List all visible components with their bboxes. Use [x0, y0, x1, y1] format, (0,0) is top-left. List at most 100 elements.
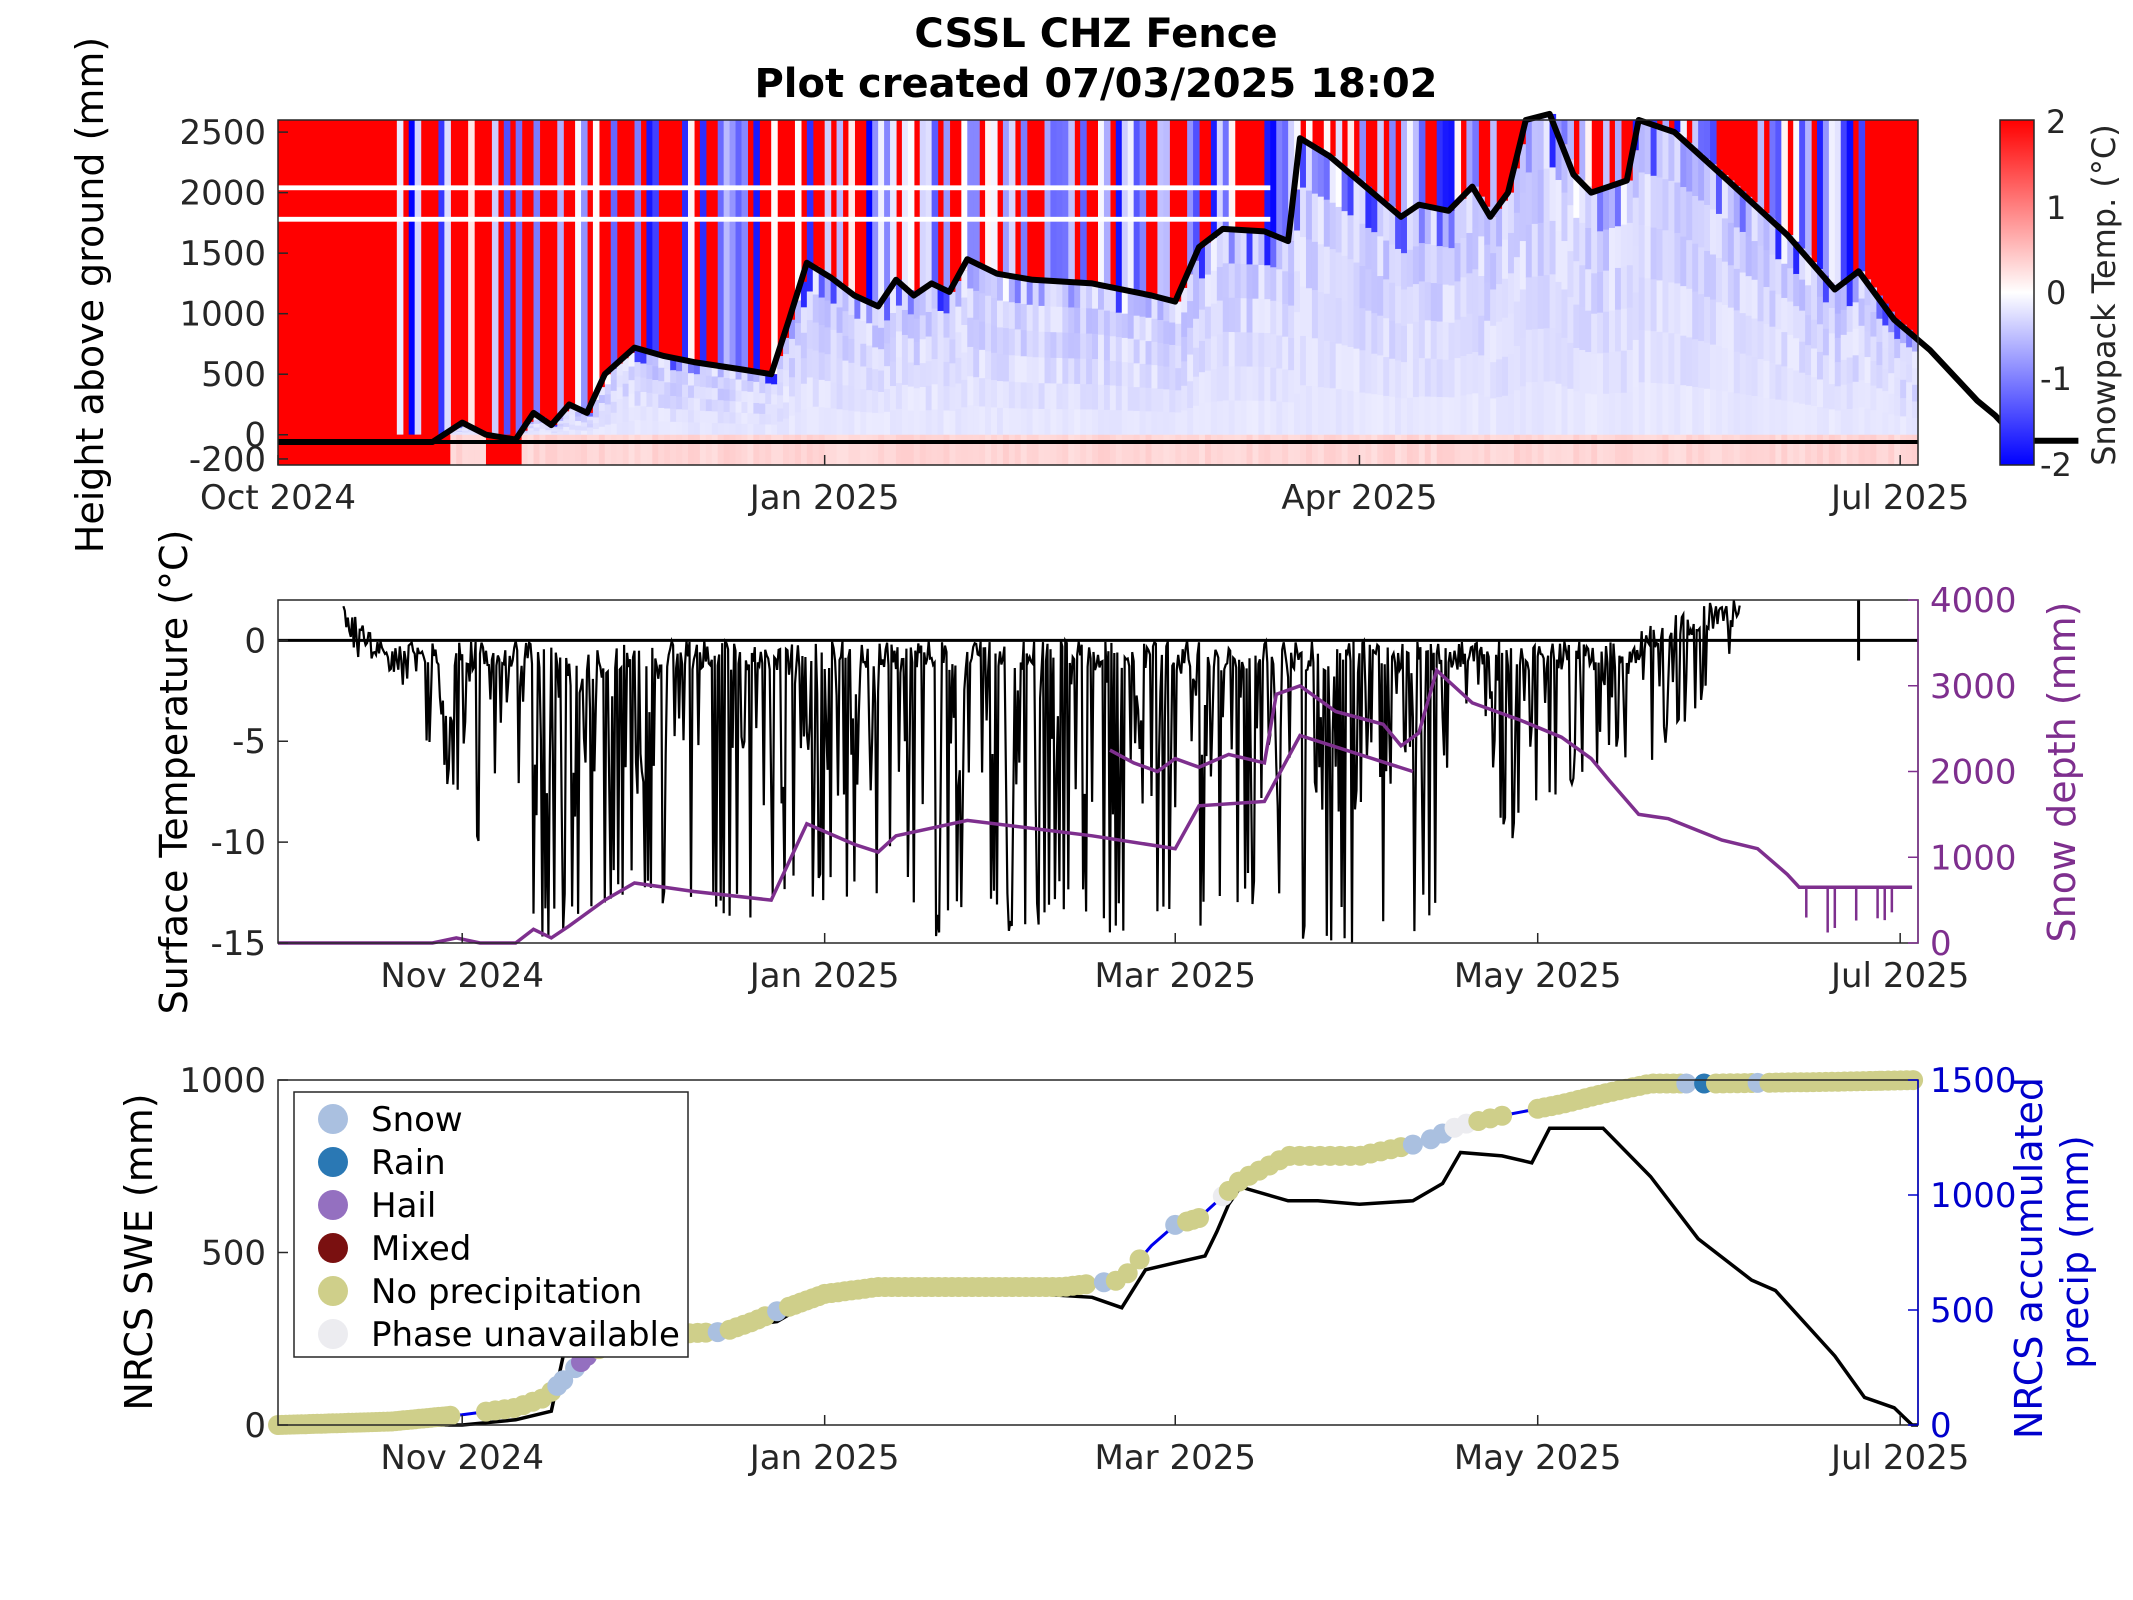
heatmap-cell [1044, 434, 1052, 465]
heatmap-cell [1424, 396, 1432, 436]
heatmap-cell [1270, 401, 1277, 436]
heatmap-cell [1353, 262, 1361, 307]
figure-title: CSSL CHZ Fence [914, 11, 1277, 57]
heatmap-cell [1032, 357, 1040, 384]
heatmap-cell [1353, 305, 1361, 350]
heatmap-cell [919, 410, 927, 436]
heatmap-cell [598, 402, 606, 412]
heatmap-cell [634, 420, 642, 436]
heatmap-cell [818, 352, 826, 381]
heatmap-cell [1014, 329, 1022, 357]
heatmap-cell [1288, 305, 1295, 339]
heatmap-cell [1371, 394, 1378, 436]
heatmap-cell [604, 414, 612, 426]
heatmap-cell [1395, 286, 1402, 324]
heatmap-cell [1359, 392, 1366, 436]
heatmap-cell [1020, 382, 1028, 410]
heatmap-cell [1092, 333, 1099, 360]
heatmap-cell [485, 434, 493, 465]
heatmap-cell [842, 286, 850, 312]
heatmap-cell [402, 434, 410, 465]
heatmap-cell [1864, 331, 1872, 358]
heatmap-cell [1799, 372, 1806, 405]
heatmap-cell [283, 434, 291, 465]
heatmap-cell [747, 402, 754, 414]
heatmap-cell [1852, 408, 1860, 436]
heatmap-cell [1026, 408, 1034, 436]
heatmap-cell [711, 364, 719, 378]
heatmap-cell [1359, 223, 1366, 267]
heatmap-cell [1751, 241, 1759, 281]
heatmap-cell [1680, 286, 1687, 337]
heatmap-cell [1852, 328, 1860, 356]
heatmap-cell [610, 120, 618, 369]
heatmap-cell [860, 434, 867, 465]
heatmap-cell [1311, 434, 1319, 465]
heatmap-cell [1288, 273, 1295, 307]
heatmap-cell [1793, 434, 1800, 465]
figure-subtitle: Plot created 07/03/2025 18:02 [754, 61, 1437, 107]
heatmap-cell [1620, 266, 1628, 310]
heatmap-cell [664, 408, 671, 423]
heatmap-cell [1406, 360, 1414, 399]
heatmap-cell [925, 385, 933, 411]
heatmap-cell [717, 411, 725, 424]
heatmap-cell [468, 431, 475, 434]
snow-depth-line-layer [278, 110, 2079, 445]
heatmap-cell [1008, 302, 1016, 330]
heatmap-cell [1478, 196, 1485, 237]
heatmap-cell [1662, 281, 1670, 334]
heatmap-cell [1371, 434, 1378, 465]
heatmap-cell [824, 300, 832, 328]
heatmap-cell [1525, 224, 1533, 278]
heatmap-cell [1074, 409, 1081, 436]
heatmap-cell [1109, 410, 1117, 436]
heatmap-cell [1822, 408, 1830, 436]
heatmap-cell [1733, 268, 1741, 311]
heatmap-cell [1710, 209, 1717, 256]
heatmap-cell [812, 294, 820, 324]
heatmap-cell [1644, 174, 1652, 227]
heatmap-cell [1383, 240, 1390, 280]
heatmap-cell [1626, 265, 1634, 309]
heatmap-cell [1834, 289, 1842, 315]
heatmap-cell [747, 413, 754, 425]
heatmap-cell [806, 377, 814, 407]
heatmap-cell [1525, 277, 1533, 331]
heatmap-cell [735, 423, 743, 436]
heatmap-cell [1846, 434, 1854, 465]
heatmap-cell [800, 358, 808, 385]
heatmap-cell [1614, 226, 1622, 269]
heatmap-cell [1300, 138, 1307, 189]
heatmap-cell [1109, 434, 1117, 465]
heatmap-cell [1323, 199, 1331, 248]
heatmap-cell [1834, 386, 1842, 412]
heatmap-cell [1222, 120, 1230, 229]
heatmap-cell [1674, 182, 1681, 234]
heatmap-cell [1270, 120, 1277, 234]
heatmap-cell [1490, 216, 1497, 254]
heatmap-cell [1888, 352, 1895, 374]
heatmap-cell [670, 421, 677, 436]
heatmap-cell [1074, 383, 1081, 410]
heatmap-cell [741, 434, 749, 465]
heatmap-cell [1609, 186, 1616, 229]
heatmap-cell [1585, 310, 1592, 353]
heatmap-cell [545, 425, 552, 429]
heatmap-cell [1549, 327, 1557, 382]
heatmap-cell [325, 434, 333, 465]
heatmap-cell [771, 404, 778, 416]
heatmap-cell [812, 266, 820, 296]
heatmap-cell [1121, 120, 1129, 290]
heatmap-cell [1710, 389, 1717, 436]
precip-phase-marker [1402, 1134, 1423, 1155]
heatmap-cell [563, 434, 570, 465]
heatmap-cell [878, 120, 885, 307]
heatmap-cell [1727, 307, 1735, 351]
heatmap-cell [688, 373, 695, 387]
heatmap-cell [1317, 339, 1325, 388]
heatmap-cell [1228, 434, 1236, 465]
heatmap-cell [658, 367, 665, 382]
heatmap-cell [1466, 394, 1473, 436]
heatmap-cell [1068, 332, 1075, 359]
